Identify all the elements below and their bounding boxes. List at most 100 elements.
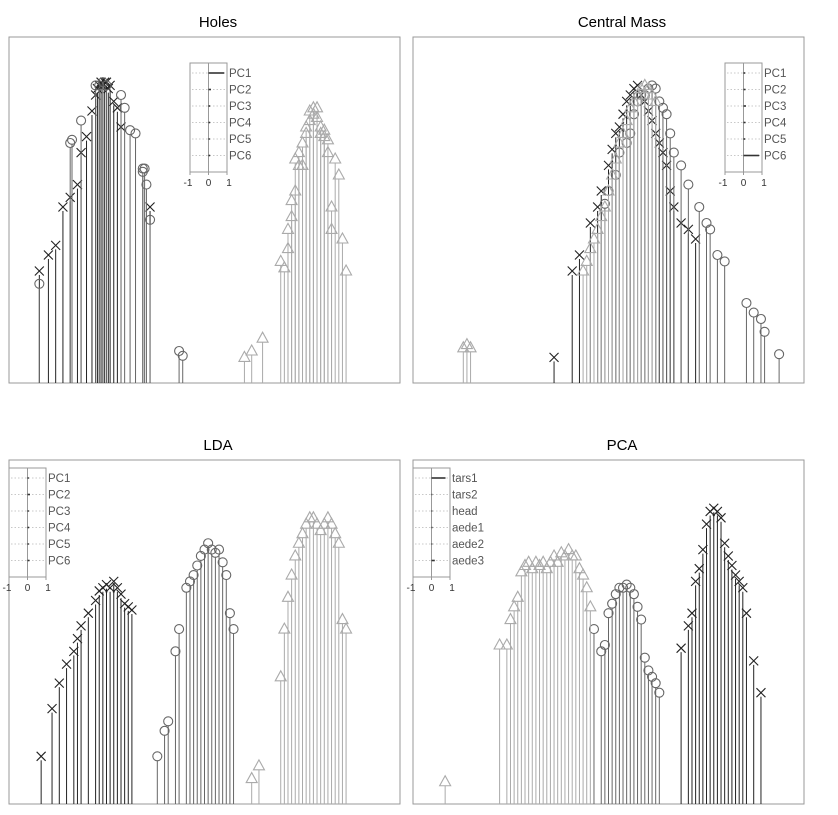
point-triangle-marker [551,555,565,567]
point-x-marker [687,608,697,619]
point-triangle-marker [274,669,288,682]
point-triangle-marker [237,350,251,362]
point-circle-marker [617,582,629,593]
series-dark [676,503,766,804]
point-circle-marker [101,80,112,91]
legend-label: PC6 [229,151,251,163]
point-circle-marker [66,134,78,145]
point-circle-marker [192,560,203,571]
point-triangle-marker [511,590,525,602]
legend-label: head [452,506,478,518]
legend-label: PC5 [48,539,70,551]
point-circle-marker [621,579,632,590]
point-triangle-marker [317,517,331,529]
legend-tick-label: -1 [719,178,728,189]
point-x-stroke [585,218,596,228]
point-triangle-marker [540,561,554,574]
point-triangle-marker [620,113,634,126]
point-x-marker [68,646,79,657]
series-dark [36,576,137,804]
point-x-stroke [614,122,625,132]
point-x-stroke [108,576,119,587]
point-x-marker [145,202,155,212]
panel-title: Holes [199,14,237,31]
point-x-marker [61,659,72,669]
point-circle-marker [152,751,163,762]
point-x-stroke [105,582,116,593]
point-x-stroke [694,563,705,574]
point-x-marker [585,218,596,228]
point-x-marker [621,96,632,107]
point-triangle-marker [612,135,626,148]
legend-tick-label: 0 [25,583,31,594]
point-circle-marker [177,350,188,361]
point-x-stroke [54,678,65,689]
point-x-stroke [625,90,636,100]
point-x-stroke [83,608,94,619]
point-x-stroke [116,589,126,600]
point-x-marker [737,582,748,593]
point-circle-marker [639,652,650,663]
series-mid [34,77,188,383]
point-triangle-marker [605,167,619,180]
legend-label: PC4 [764,118,787,130]
point-x-stroke [690,234,701,244]
point-triangle-marker [288,151,302,164]
panel-central-mass: Central Mass PC1 PC2 PC3 PC4 PC5 PC6 -1 0 1 [412,14,805,384]
point-x-stroke [618,109,628,120]
point-triangle-marker [277,621,291,634]
point-circle-marker [647,671,658,682]
point-x-marker [87,106,97,116]
point-x-stroke [687,608,697,619]
point-triangle-marker [292,145,306,158]
point-triangle-marker [627,94,641,106]
legend-label: PC2 [229,85,251,97]
point-circle-marker [34,278,45,289]
point-x-stroke [741,608,752,619]
axes-legend: PC1 PC2 PC3 PC4 PC5 PC6 -1 0 1 [184,62,252,189]
legend-label: PC4 [48,523,71,535]
point-circle-marker [755,313,767,325]
point-triangle-marker [641,81,655,94]
point-triangle-marker [292,536,306,548]
point-x-stroke [61,659,72,669]
point-triangle-marker [252,758,266,771]
point-x-marker [83,608,94,619]
point-x-stroke [730,570,741,580]
point-x-stroke [716,512,726,523]
point-x-stroke [734,576,745,587]
point-circle-marker [610,589,621,600]
axes-legend: PC1 PC2 PC3 PC4 PC5 PC6 -1 0 1 [3,467,71,594]
point-x-marker [676,643,686,654]
axes-legend: tars1 tars2 head aede1 aede2 aede3 -1 0 1 [407,467,484,594]
point-circle-marker [759,326,770,337]
point-circle-marker [748,307,759,318]
point-triangle-marker [339,621,353,634]
point-circle-marker [228,624,239,635]
point-x-marker [108,576,119,587]
point-triangle-marker [634,81,648,94]
point-x-marker [683,621,694,631]
point-circle-marker [599,639,610,651]
point-circle-marker [625,582,636,593]
point-circle-marker [654,687,665,698]
point-circle-marker [163,716,174,727]
legend-tick-label: 1 [449,583,455,594]
point-triangle-marker [522,555,536,567]
point-circle-marker [137,166,148,177]
point-x-stroke [36,751,47,762]
legend-label: aede2 [452,539,484,551]
point-triangle-marker [562,542,576,555]
point-x-stroke [76,621,86,631]
point-x-stroke [719,538,730,549]
point-x-stroke [58,202,68,212]
point-x-stroke [676,643,686,654]
panel-title: PCA [607,437,638,454]
plot-frame [8,36,401,384]
data-marks [36,510,353,804]
point-x-stroke [47,703,57,714]
point-triangle-marker [256,331,270,343]
point-circle-marker [188,569,199,581]
point-triangle-marker [536,555,550,567]
point-circle-marker [650,678,661,689]
